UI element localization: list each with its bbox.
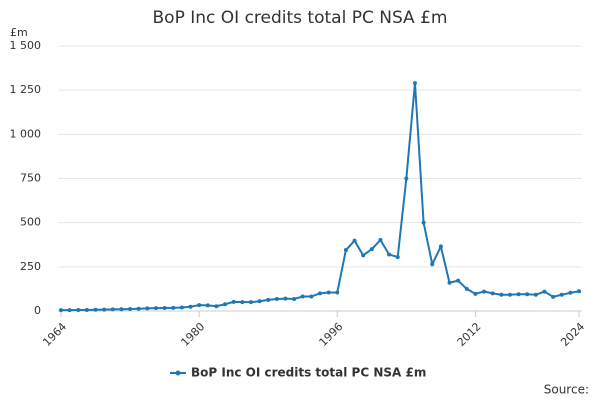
x-tick-label: 2012 xyxy=(455,320,484,349)
x-tick-label: 1964 xyxy=(40,320,69,349)
x-tick-label: 2024 xyxy=(558,320,587,349)
point xyxy=(318,291,322,296)
point xyxy=(145,306,150,311)
y-tick-label: 1 000 xyxy=(10,127,42,140)
point xyxy=(59,308,63,313)
legend-label: BoP Inc OI credits total PC NSA £m xyxy=(191,366,426,380)
point xyxy=(76,307,81,312)
y-tick-label: 0 xyxy=(34,304,41,317)
point xyxy=(490,291,495,296)
y-tick-label: 750 xyxy=(20,172,41,185)
point xyxy=(274,296,279,301)
point xyxy=(430,262,435,267)
point xyxy=(119,307,124,312)
line xyxy=(61,83,580,312)
point xyxy=(283,296,288,301)
point xyxy=(482,289,487,294)
point xyxy=(102,307,107,312)
point xyxy=(447,280,452,285)
point xyxy=(464,286,469,291)
y-tick-label: 1 250 xyxy=(10,83,42,96)
point xyxy=(507,292,512,297)
point xyxy=(84,307,89,312)
point xyxy=(110,307,115,312)
point xyxy=(369,247,374,252)
point xyxy=(300,294,305,299)
point xyxy=(292,296,297,301)
point xyxy=(326,290,331,295)
point xyxy=(162,305,167,310)
point xyxy=(266,297,271,302)
point xyxy=(205,303,210,308)
point xyxy=(516,292,521,297)
point xyxy=(438,244,443,249)
point xyxy=(309,294,314,299)
point xyxy=(421,220,426,225)
source: Source: xyxy=(544,383,589,397)
x-tick-label: 1996 xyxy=(317,320,346,349)
point xyxy=(551,294,556,299)
point xyxy=(568,290,573,295)
point xyxy=(542,289,547,294)
point xyxy=(188,304,193,309)
point xyxy=(153,306,158,311)
point xyxy=(533,292,538,297)
point xyxy=(67,308,72,313)
point xyxy=(577,289,581,294)
point xyxy=(136,306,141,311)
x-tick-label: 1980 xyxy=(178,320,207,349)
point xyxy=(93,307,98,312)
point xyxy=(197,303,202,308)
point xyxy=(343,248,348,253)
y-tick-label: 500 xyxy=(20,216,41,229)
point xyxy=(525,292,530,297)
point xyxy=(352,238,357,243)
y-unit: £m xyxy=(10,26,28,39)
legend-symbol xyxy=(175,370,181,376)
point xyxy=(499,292,504,297)
y-tick-label: 1 500 xyxy=(10,39,42,52)
point xyxy=(473,291,478,296)
point xyxy=(179,305,184,310)
point xyxy=(231,299,236,304)
y-tick-label: 250 xyxy=(20,260,41,273)
point xyxy=(361,253,366,258)
point xyxy=(214,304,219,309)
point xyxy=(248,300,253,305)
chart-title: BoP Inc OI credits total PC NSA £m xyxy=(153,8,448,28)
point xyxy=(240,300,245,305)
point xyxy=(395,255,400,260)
point xyxy=(257,299,262,304)
point xyxy=(387,252,392,257)
point xyxy=(412,81,417,86)
point xyxy=(128,307,133,312)
point xyxy=(456,278,461,283)
point xyxy=(559,292,564,297)
point xyxy=(404,176,409,181)
point xyxy=(223,302,228,307)
point xyxy=(171,305,176,310)
point xyxy=(378,237,383,242)
point xyxy=(335,290,340,295)
